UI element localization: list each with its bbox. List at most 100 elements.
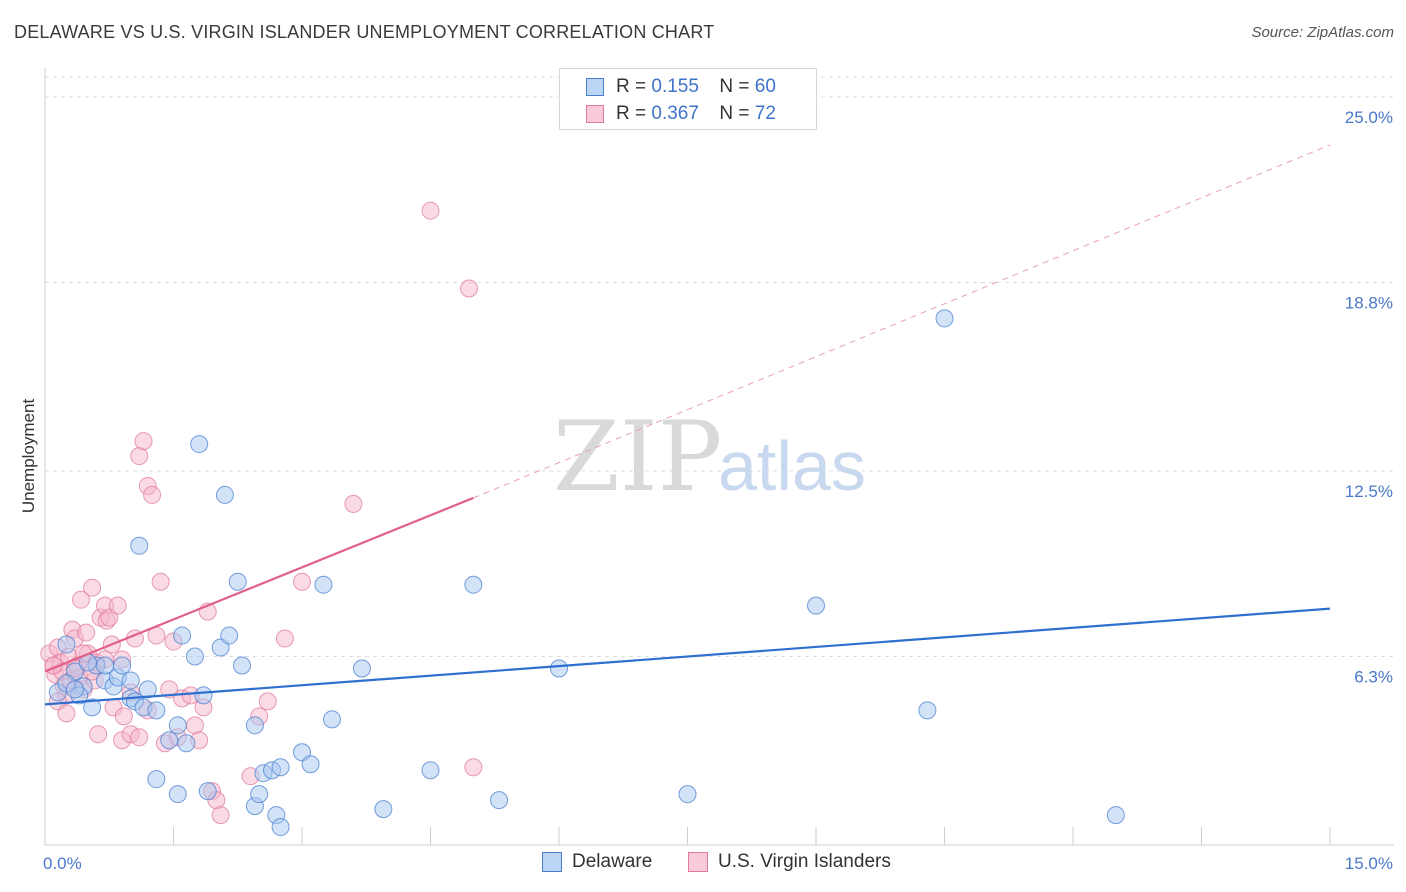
delaware-point: [113, 656, 132, 675]
legend-row-delaware: R = 0.155 N = 60: [586, 75, 776, 99]
bottom-legend-swatch-blue: [542, 852, 562, 872]
delaware-point: [314, 575, 333, 594]
tick-labels: 6.3% 12.5% 18.8% 25.0% 0.0% 15.0%: [43, 108, 1393, 873]
virgin-islanders-point: [258, 692, 277, 711]
virgin-islanders-point: [160, 680, 179, 699]
delaware-point: [464, 575, 483, 594]
bottom-legend-virgin-islanders: U.S. Virgin Islanders: [688, 851, 891, 873]
virgin-islanders-point: [143, 485, 162, 504]
delaware-point: [130, 536, 149, 555]
delaware-point: [374, 800, 393, 819]
legend-r-value: 0.155: [651, 76, 699, 97]
delaware-point: [168, 785, 187, 804]
delaware-point: [95, 656, 114, 675]
virgin-islanders-point: [421, 201, 440, 220]
delaware-point: [550, 659, 568, 678]
legend-r-label: R =: [616, 103, 647, 124]
virgin-islanders-point: [460, 279, 479, 298]
y-tick-label: 25.0%: [1345, 108, 1393, 127]
virgin-islanders-point: [211, 806, 230, 825]
virgin-islanders-point: [89, 725, 108, 744]
virgin-islanders-point: [151, 572, 170, 591]
delaware-point: [250, 785, 269, 804]
bottom-legend-label-delaware: Delaware: [572, 851, 653, 872]
virgin-islanders-point: [57, 704, 76, 723]
delaware-point: [935, 309, 954, 328]
delaware-point: [807, 596, 825, 615]
delaware-point: [228, 572, 247, 591]
legend-swatch-pink: [586, 105, 604, 123]
delaware-point: [65, 680, 84, 699]
delaware-point: [215, 485, 234, 504]
gridlines: [45, 76, 1394, 658]
delaware-point: [271, 758, 290, 777]
delaware-point: [220, 626, 239, 645]
delaware-point: [177, 734, 196, 753]
x-tick-label-max: 15.0%: [1345, 854, 1393, 873]
y-tick-label: 18.8%: [1345, 294, 1393, 313]
data-points: [40, 201, 1125, 837]
delaware-point: [190, 435, 209, 454]
legend-n-value: 72: [754, 103, 776, 124]
watermark-zip: ZIP: [553, 401, 722, 513]
delaware-point: [173, 626, 192, 645]
delaware-point: [233, 656, 252, 675]
source-label: Source: ZipAtlas.com: [1251, 24, 1394, 41]
delaware-point: [138, 680, 157, 699]
virgin-islanders-point: [83, 578, 102, 597]
y-axis-label: Unemployment: [19, 399, 38, 514]
correlation-legend: R = 0.155 N = 60 R = 0.367 N = 72: [559, 68, 817, 130]
legend-r-value: 0.367: [651, 103, 699, 124]
delaware-point: [301, 755, 320, 774]
delaware-point: [322, 710, 341, 729]
delaware-point: [160, 731, 179, 750]
y-tick-label: 12.5%: [1345, 482, 1393, 501]
watermark-atlas: atlas: [718, 427, 866, 505]
watermark: ZIP atlas: [553, 401, 866, 513]
legend-n-label: N =: [719, 103, 750, 124]
virgin-islanders-point: [71, 590, 90, 609]
virgin-islanders-point: [344, 494, 363, 513]
bottom-legend-delaware: Delaware: [542, 851, 652, 873]
delaware-point: [185, 647, 204, 666]
bottom-legend-label-virgin-islanders: U.S. Virgin Islanders: [718, 851, 891, 872]
virgin-islanders-trend-line: [44, 496, 474, 673]
virgin-islanders-point: [275, 629, 294, 648]
legend-n-label: N =: [719, 76, 750, 97]
legend-r-label: R =: [616, 76, 647, 97]
delaware-point: [490, 791, 509, 810]
virgin-islanders-point: [134, 432, 153, 451]
delaware-point: [121, 671, 140, 690]
bottom-legend-swatch-pink: [688, 852, 708, 872]
delaware-point: [271, 818, 290, 837]
delaware-point: [678, 785, 697, 804]
legend-n-value: 60: [754, 76, 776, 97]
virgin-islanders-point: [185, 716, 204, 735]
virgin-islanders-point: [293, 572, 311, 591]
delaware-point: [918, 701, 937, 720]
delaware-point: [57, 635, 76, 654]
virgin-islanders-point: [464, 758, 483, 777]
delaware-point: [147, 701, 166, 720]
legend-swatch-blue: [586, 78, 604, 96]
legend-row-virgin-islanders: R = 0.367 N = 72: [586, 102, 776, 126]
virgin-islanders-point: [114, 707, 133, 726]
delaware-point: [168, 716, 187, 735]
delaware-point: [147, 770, 166, 789]
delaware-point: [352, 659, 371, 678]
delaware-point: [83, 698, 102, 717]
delaware-point: [421, 761, 440, 780]
delaware-point: [194, 686, 213, 705]
virgin-islanders-point: [130, 728, 149, 747]
delaware-point: [245, 716, 264, 735]
y-tick-label: 6.3%: [1354, 668, 1393, 687]
chart-title: DELAWARE VS U.S. VIRGIN ISLANDER UNEMPLO…: [14, 22, 715, 42]
axes: [44, 68, 1394, 846]
delaware-point: [1106, 806, 1125, 825]
virgin-islanders-point: [108, 596, 127, 615]
virgin-islanders-trend-extension: [473, 144, 1331, 499]
delaware-trend-line: [44, 607, 1331, 706]
x-tick-label-min: 0.0%: [43, 854, 82, 873]
trend-lines: [44, 144, 1331, 706]
